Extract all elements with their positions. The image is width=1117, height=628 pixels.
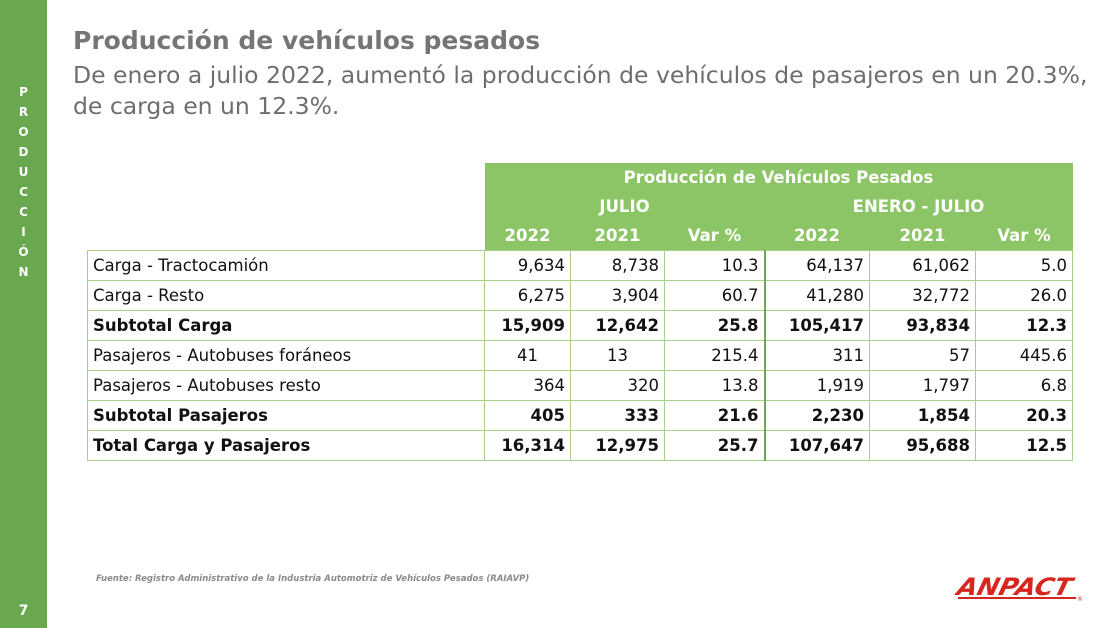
- table-cell: 93,834: [869, 310, 976, 341]
- table-cell: 95,688: [869, 430, 976, 461]
- column-header: 2021: [570, 221, 665, 251]
- column-header: 2022: [484, 221, 571, 251]
- table-cell: 445.6: [975, 340, 1073, 371]
- table-cell: 215.4: [664, 340, 765, 371]
- section-label: P R O D U C C I Ó N: [0, 82, 47, 282]
- logo-registered-mark: ®: [1077, 596, 1083, 603]
- table-cell: 41,280: [763, 280, 870, 311]
- table-cell: 3,904: [570, 280, 665, 311]
- column-header: 2022: [764, 221, 870, 251]
- table-row: Subtotal Pasajeros 405 333 21.6 2,230 1,854 20…: [87, 400, 1073, 431]
- table-cell: 61,062: [869, 250, 976, 281]
- table-cell: 6.8: [975, 370, 1073, 401]
- row-label: Subtotal Carga: [87, 310, 485, 341]
- table-cell: 60.7: [664, 280, 765, 311]
- table-cell: 364: [484, 370, 571, 401]
- row-label: Carga - Tractocamión: [87, 250, 485, 281]
- header-spacer: [88, 221, 485, 251]
- column-header: Var %: [975, 221, 1073, 251]
- table-cell: 9,634: [484, 250, 571, 281]
- table-cell: 320: [570, 370, 665, 401]
- page-title: Producción de vehículos pesados: [73, 26, 541, 55]
- section-letter: O: [18, 125, 29, 139]
- section-letter: R: [18, 105, 29, 119]
- table-cell: 10.3: [664, 250, 765, 281]
- table-cell: 20.3: [975, 400, 1073, 431]
- table-cell: 64,137: [763, 250, 870, 281]
- page-subtitle: De enero a julio 2022, aumentó la produc…: [73, 61, 1088, 120]
- row-label: Pasajeros - Autobuses foráneos: [87, 340, 485, 371]
- table-cell: 311: [763, 340, 870, 371]
- column-header: Var %: [664, 221, 765, 251]
- table-cell: 13: [570, 340, 665, 371]
- section-letter: P: [19, 85, 28, 99]
- sidebar: P R O D U C C I Ó N 7: [0, 0, 47, 628]
- table-cell: 12,975: [570, 430, 665, 461]
- row-label: Subtotal Pasajeros: [87, 400, 485, 431]
- table-row: Carga - Tractocamión 9,634 8,738 10.3 64,137…: [87, 250, 1073, 281]
- page-number: 7: [18, 603, 29, 619]
- group-header-julio: JULIO: [484, 192, 765, 221]
- section-letter: C: [19, 205, 28, 219]
- table-cell: 12,642: [570, 310, 665, 341]
- row-label: Pasajeros - Autobuses resto: [87, 370, 485, 401]
- section-letter: C: [19, 185, 28, 199]
- table-cell: 405: [484, 400, 571, 431]
- table-cell: 12.3: [975, 310, 1073, 341]
- table-cell: 107,647: [763, 430, 870, 461]
- table-cell: 57: [869, 340, 976, 371]
- production-table: Producción de Vehículos Pesados JULIO EN…: [87, 163, 1073, 461]
- section-letter: Ó: [18, 245, 29, 259]
- table-cell: 25.7: [664, 430, 765, 461]
- column-header: 2021: [869, 221, 976, 251]
- table-cell: 105,417: [763, 310, 870, 341]
- table-cell: 26.0: [975, 280, 1073, 311]
- section-letter: D: [18, 145, 29, 159]
- table-cell: 13.8: [664, 370, 765, 401]
- table-cell: 1,797: [869, 370, 976, 401]
- table-row: Pasajeros - Autobuses resto 364 320 13.8 1,9…: [87, 370, 1073, 401]
- table-cell: 1,919: [763, 370, 870, 401]
- table-cell: 6,275: [484, 280, 571, 311]
- table-row: Pasajeros - Autobuses foráneos 41 13 215.4 3…: [87, 340, 1073, 371]
- table-row: Carga - Resto 6,275 3,904 60.7 41,280 32,772 2…: [87, 280, 1073, 311]
- table-row: Subtotal Carga 15,909 12,642 25.8 105,417 93,…: [87, 310, 1073, 341]
- section-letter: U: [18, 165, 29, 179]
- group-header-enero-julio: ENERO - JULIO: [764, 192, 1073, 221]
- header-spacer: [88, 192, 485, 221]
- table-cell: 5.0: [975, 250, 1073, 281]
- table-cell: 41: [484, 340, 571, 371]
- table-cell: 333: [570, 400, 665, 431]
- table-cell: 16,314: [484, 430, 571, 461]
- section-letter: N: [18, 265, 29, 279]
- table-title: Producción de Vehículos Pesados: [484, 163, 1073, 192]
- table-cell: 25.8: [664, 310, 765, 341]
- source-note: Fuente: Registro Administrativo de la In…: [96, 574, 530, 584]
- table-cell: 2,230: [763, 400, 870, 431]
- logo-text: ANPACT: [952, 572, 1078, 601]
- table-cell: 15,909: [484, 310, 571, 341]
- table-cell: 21.6: [664, 400, 765, 431]
- table-cell: 32,772: [869, 280, 976, 311]
- table-cell: 12.5: [975, 430, 1073, 461]
- table-row: Total Carga y Pasajeros 16,314 12,975 25.7 1…: [87, 430, 1073, 461]
- anpact-logo: ANPACT ®: [952, 572, 1083, 603]
- table-cell: 1,854: [869, 400, 976, 431]
- section-letter: I: [21, 225, 26, 239]
- table-cell: 8,738: [570, 250, 665, 281]
- header-spacer: [88, 163, 485, 192]
- row-label: Carga - Resto: [87, 280, 485, 311]
- row-label: Total Carga y Pasajeros: [87, 430, 485, 461]
- logo-underline: [958, 597, 1076, 599]
